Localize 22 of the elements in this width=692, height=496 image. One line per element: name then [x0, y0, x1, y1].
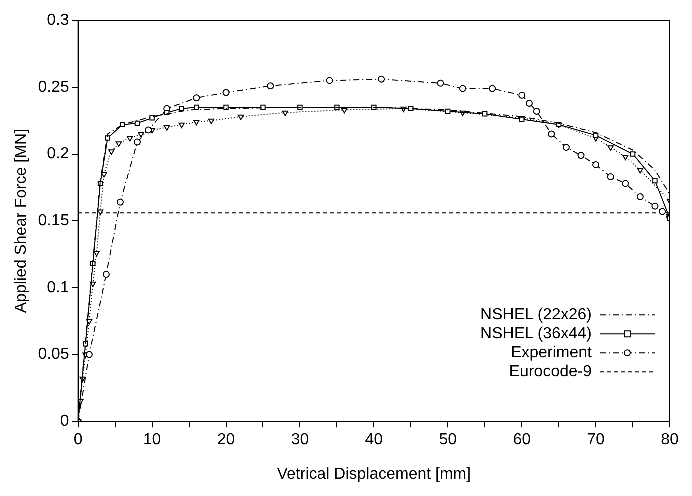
y-tick-label: 0 [60, 413, 70, 430]
x-tick-label: 70 [587, 432, 606, 449]
x-tick-label: 20 [217, 432, 236, 449]
y-tick-label: 0.3 [47, 12, 70, 30]
legend-label: Experiment [511, 344, 593, 362]
y-tick-label: 0.25 [38, 78, 70, 96]
y-tick-label: 0.05 [38, 346, 70, 364]
legend-label: NSHEL (22x26) [480, 306, 592, 324]
x-axis-title: Vetrical Displacement [mm] [277, 466, 472, 483]
x-tick-label: 80 [661, 432, 679, 449]
y-tick-label: 0.1 [47, 279, 70, 296]
legend-label: NSHEL (36x44) [480, 326, 592, 343]
y-axis-title: Applied Shear Force [MN] [13, 129, 30, 314]
x-tick-label: 30 [291, 432, 310, 449]
x-tick-label: 0 [74, 432, 83, 449]
y-tick-label: 0.15 [38, 212, 70, 230]
x-tick-label: 40 [365, 432, 384, 449]
y-tick-label: 0.2 [47, 146, 70, 163]
x-tick-label: 10 [143, 432, 162, 449]
legend-label: Eurocode-9 [509, 364, 592, 381]
x-tick-label: 60 [513, 432, 532, 449]
x-tick-label: 50 [439, 432, 458, 449]
